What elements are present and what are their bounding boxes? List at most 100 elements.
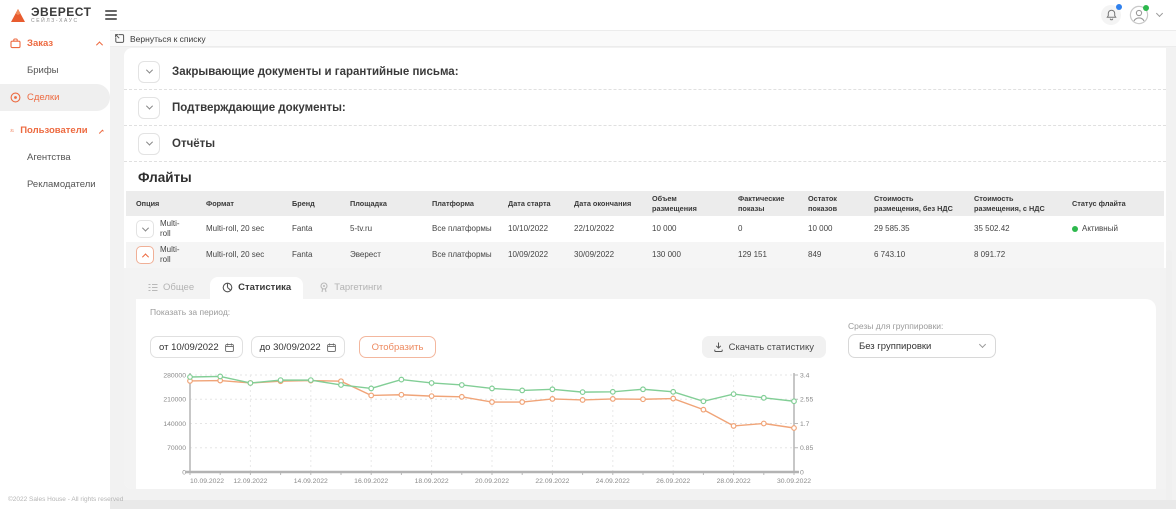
column-header: Остаток показов: [798, 191, 864, 215]
cell-platform: Все платформы: [422, 247, 498, 263]
chevron-down-icon: [145, 67, 152, 74]
online-status-dot: [1143, 5, 1149, 11]
deal-card: Закрывающие документы и гарантийные пись…: [124, 48, 1166, 489]
tab-label: Статистика: [238, 282, 291, 293]
tab-statistics[interactable]: Статистика: [210, 277, 303, 299]
svg-text:10.09.2022: 10.09.2022: [190, 478, 224, 485]
expand-row-button[interactable]: [136, 220, 154, 238]
calendar-icon: [327, 343, 336, 352]
table-row-selected[interactable]: Multi-roll Multi-roll, 20 sec Fanta Эвер…: [126, 242, 1164, 268]
grouping-value: Без группировки: [859, 341, 931, 352]
column-header: Бренд: [282, 196, 340, 211]
sidebar-item-briefs[interactable]: Брифы: [0, 57, 110, 84]
column-header: Дата окончания: [564, 196, 642, 211]
svg-text:70000: 70000: [167, 445, 186, 452]
download-statistics-button[interactable]: Скачать статистику: [702, 336, 826, 358]
column-header: Стоимость размещения, без НДС: [864, 191, 964, 215]
grouping-select[interactable]: Без группировки: [848, 334, 996, 358]
deals-icon: [10, 92, 21, 103]
vertical-scrollbar[interactable]: [1166, 250, 1172, 509]
svg-text:2.55: 2.55: [800, 397, 813, 404]
status-badge: Активный: [1072, 224, 1130, 234]
profile-button[interactable]: [1129, 5, 1149, 25]
svg-text:140000: 140000: [163, 421, 186, 428]
sidebar-item-label: Брифы: [27, 65, 58, 76]
menu-icon[interactable]: [105, 10, 117, 19]
show-button[interactable]: Отобразить: [359, 336, 437, 358]
cell-cost-vat: 35 502.42: [964, 221, 1062, 237]
chevron-down-icon: [145, 103, 152, 110]
svg-text:16.09.2022: 16.09.2022: [354, 478, 388, 485]
svg-text:12.09.2022: 12.09.2022: [233, 478, 267, 485]
horizontal-scrollbar[interactable]: [110, 500, 1176, 509]
cell-platform-site: Эверест: [340, 247, 422, 263]
back-to-list-link[interactable]: Вернуться к списку: [110, 30, 1176, 47]
sidebar-item-orders[interactable]: Заказ: [0, 30, 110, 57]
chevron-up-icon[interactable]: [96, 41, 103, 48]
date-to-input[interactable]: до 30/09/2022: [251, 336, 345, 358]
cell-actual-impressions: 0: [728, 221, 798, 237]
profile-chevron-down-icon[interactable]: [1156, 10, 1163, 17]
svg-text:20.09.2022: 20.09.2022: [475, 478, 509, 485]
date-from-value: от 10/09/2022: [159, 342, 219, 353]
back-icon: [114, 33, 125, 44]
statistics-chart: 07000014000021000028000010.09.202212.09.…: [144, 368, 844, 489]
download-label: Скачать статистику: [729, 342, 814, 353]
tab-targetings[interactable]: Таргетинги: [307, 277, 394, 299]
column-header: Объем размещения: [642, 191, 728, 215]
expand-confirming-docs-button[interactable]: [138, 97, 160, 119]
cell-cost-vat: 8 091.72: [964, 247, 1062, 263]
main-area: Вернуться к списку Закрывающие документы…: [110, 30, 1176, 509]
sidebar-item-agencies[interactable]: Агентства: [0, 144, 110, 171]
svg-text:24.09.2022: 24.09.2022: [596, 478, 630, 485]
sidebar-item-users[interactable]: Пользователи: [0, 117, 110, 144]
expand-reports-button[interactable]: [138, 133, 160, 155]
cell-end-date: 30/09/2022: [564, 247, 642, 263]
section-confirming-docs: Подтверждающие документы:: [124, 90, 1166, 126]
expand-closing-docs-button[interactable]: [138, 61, 160, 83]
section-title: Отчёты: [172, 138, 215, 150]
logo-title: ЭВЕРЕСТ: [31, 7, 91, 18]
notifications-button[interactable]: [1101, 5, 1121, 25]
svg-text:14.09.2022: 14.09.2022: [294, 478, 328, 485]
svg-text:26.09.2022: 26.09.2022: [656, 478, 690, 485]
list-icon: [148, 283, 158, 292]
section-title: Закрывающие документы и гарантийные пись…: [172, 66, 459, 78]
sidebar-item-label: Заказ: [27, 38, 53, 49]
cell-platform: Все платформы: [422, 221, 498, 237]
svg-text:22.09.2022: 22.09.2022: [535, 478, 569, 485]
chevron-down-icon: [145, 139, 152, 146]
section-closing-docs: Закрывающие документы и гарантийные пись…: [124, 54, 1166, 90]
svg-text:3.4: 3.4: [800, 372, 810, 379]
collapse-row-button[interactable]: [136, 246, 154, 264]
chevron-down-icon: [141, 224, 148, 231]
table-header-row: Опция Формат Бренд Площадка Платформа Да…: [126, 191, 1164, 216]
column-header: Стоимость размещения, с НДС: [964, 191, 1062, 215]
table-row[interactable]: Multi-roll Multi-roll, 20 sec Fanta 5-tv…: [126, 216, 1164, 242]
svg-text:28.09.2022: 28.09.2022: [717, 478, 751, 485]
cell-remaining: 10 000: [798, 221, 864, 237]
date-to-value: до 30/09/2022: [260, 342, 321, 353]
section-reports: Отчёты: [124, 126, 1166, 162]
cell-format: Multi-roll, 20 sec: [196, 247, 282, 263]
pie-chart-icon: [222, 282, 233, 293]
column-header: Формат: [196, 196, 282, 211]
flights-table: Опция Формат Бренд Площадка Платформа Да…: [126, 191, 1164, 268]
chevron-down-icon: [979, 341, 986, 348]
date-from-input[interactable]: от 10/09/2022: [150, 336, 243, 358]
sidebar-item-label: Рекламодатели: [27, 179, 96, 190]
cell-brand: Fanta: [282, 247, 340, 263]
column-header: Дата старта: [498, 196, 564, 211]
sidebar-item-deals[interactable]: Сделки: [0, 84, 110, 111]
bell-icon: [1106, 9, 1117, 21]
cell-cost-no-vat: 6 743.10: [864, 247, 964, 263]
chevron-up-icon[interactable]: [98, 129, 103, 134]
tab-general[interactable]: Общее: [136, 277, 206, 299]
sidebar-item-advertisers[interactable]: Рекламодатели: [0, 171, 110, 198]
svg-text:30.09.2022: 30.09.2022: [777, 478, 811, 485]
cell-format: Multi-roll, 20 sec: [196, 221, 282, 237]
grouping-label: Срезы для группировки:: [848, 321, 996, 331]
svg-text:1.7: 1.7: [800, 421, 810, 428]
cell-end-date: 22/10/2022: [564, 221, 642, 237]
cell-remaining: 849: [798, 247, 864, 263]
